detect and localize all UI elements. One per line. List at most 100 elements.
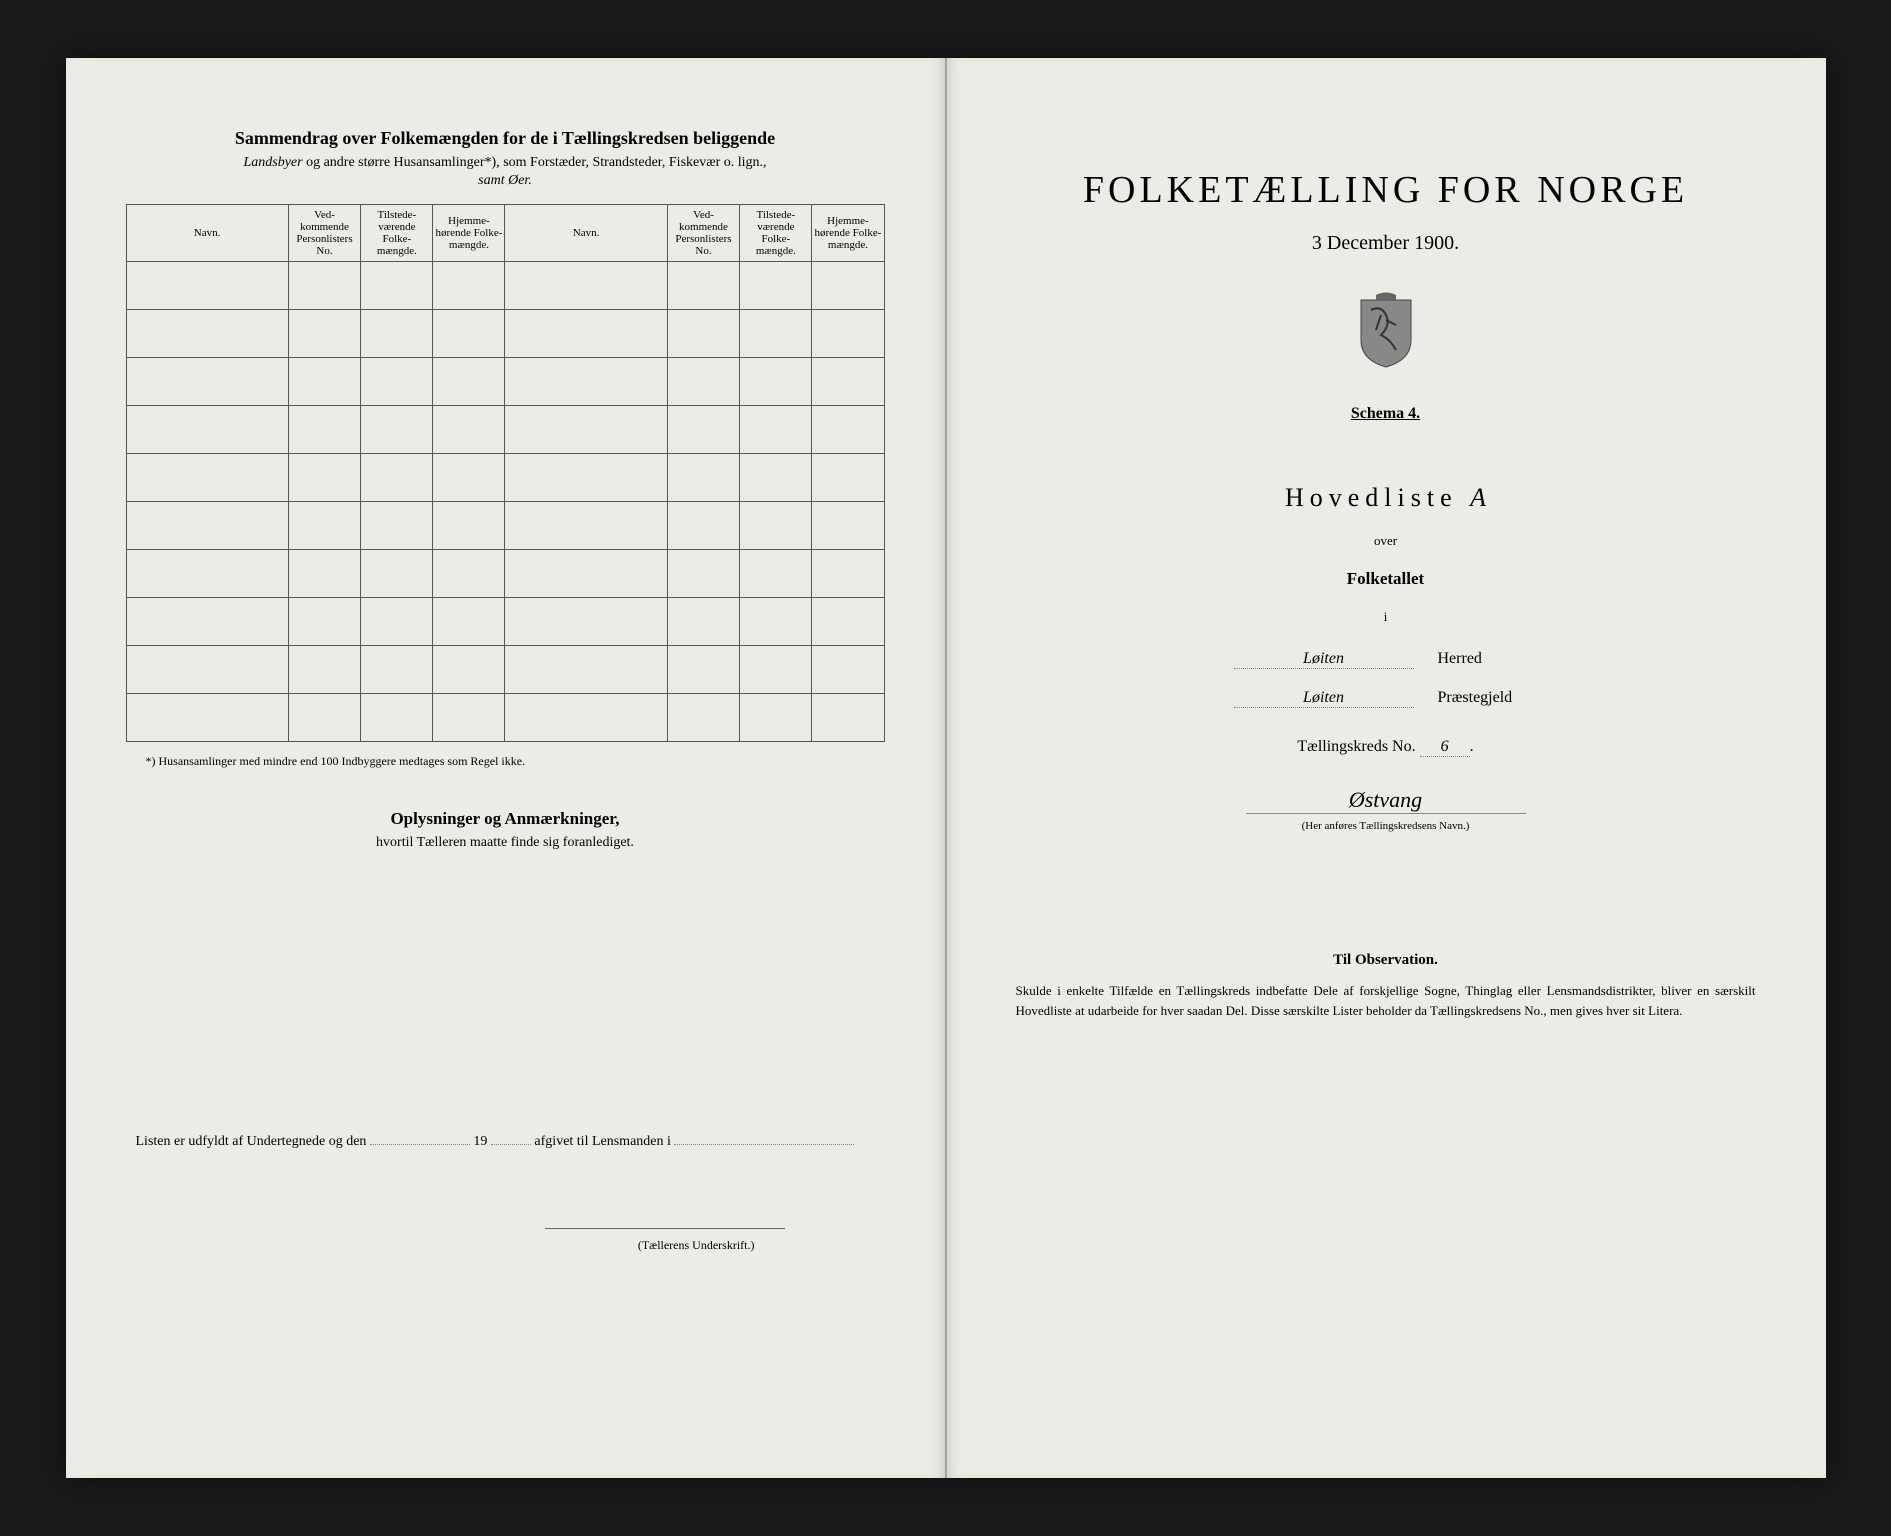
subtitle-italic: Landsbyer — [243, 155, 302, 170]
table-cell — [126, 694, 288, 742]
listen-year: 19 — [473, 1134, 487, 1149]
blank-lensmand — [674, 1131, 854, 1145]
date-line: 3 December 1900. — [1006, 232, 1766, 255]
table-cell — [667, 646, 740, 694]
table-cell — [667, 262, 740, 310]
table-cell — [812, 550, 884, 598]
table-row — [126, 646, 884, 694]
table-cell — [812, 598, 884, 646]
table-row — [126, 550, 884, 598]
table-cell — [126, 262, 288, 310]
table-cell — [505, 502, 667, 550]
table-cell — [433, 454, 505, 502]
table-cell — [505, 310, 667, 358]
hovedliste-letter: A — [1470, 483, 1486, 512]
kreds-row: Tællingskreds No. 6. — [1006, 738, 1766, 757]
table-cell — [740, 646, 812, 694]
table-cell — [433, 406, 505, 454]
kreds-label: Tællingskreds No. — [1297, 738, 1415, 755]
place-name-row: Østvang — [1006, 787, 1766, 814]
table-cell — [126, 406, 288, 454]
col-vedkommende-1: Ved-kommende Personlisters No. — [288, 205, 361, 262]
table-cell — [740, 358, 812, 406]
table-cell — [667, 310, 740, 358]
table-cell — [126, 454, 288, 502]
table-cell — [740, 406, 812, 454]
table-cell — [288, 646, 361, 694]
table-cell — [740, 502, 812, 550]
table-cell — [361, 310, 433, 358]
col-navn-2: Navn. — [505, 205, 667, 262]
observation-heading: Til Observation. — [1006, 952, 1766, 969]
praestegjeld-row: Løiten Præstegjeld — [1006, 689, 1766, 708]
signature-line — [545, 1228, 785, 1229]
table-cell — [361, 262, 433, 310]
kreds-value: 6 — [1420, 738, 1470, 757]
col-hjemme-2: Hjemme-hørende Folke-mængde. — [812, 205, 884, 262]
signature-caption: (Tællerens Underskrift.) — [126, 1238, 885, 1253]
table-cell — [126, 646, 288, 694]
table-cell — [288, 502, 361, 550]
table-cell — [812, 502, 884, 550]
table-cell — [505, 598, 667, 646]
table-cell — [433, 310, 505, 358]
oplysninger-heading: Oplysninger og Anmærkninger, — [126, 809, 885, 829]
table-cell — [288, 454, 361, 502]
hovedliste-text: Hovedliste — [1285, 483, 1458, 512]
herred-label: Herred — [1438, 650, 1538, 668]
table-cell — [361, 550, 433, 598]
table-cell — [667, 598, 740, 646]
table-cell — [505, 646, 667, 694]
table-cell — [433, 502, 505, 550]
table-cell — [288, 598, 361, 646]
schema-label: Schema 4. — [1006, 405, 1766, 423]
table-cell — [667, 550, 740, 598]
left-page: Sammendrag over Folkemængden for de i Tæ… — [66, 58, 946, 1478]
table-cell — [740, 454, 812, 502]
table-cell — [288, 358, 361, 406]
table-cell — [812, 694, 884, 742]
table-cell — [433, 694, 505, 742]
table-cell — [667, 694, 740, 742]
table-cell — [812, 310, 884, 358]
herred-value: Løiten — [1234, 650, 1414, 669]
oplysninger-sub: hvortil Tælleren maatte finde sig foranl… — [126, 835, 885, 851]
table-cell — [361, 502, 433, 550]
table-cell — [288, 310, 361, 358]
table-cell — [361, 454, 433, 502]
table-row — [126, 454, 884, 502]
footnote: *) Husansamlinger med mindre end 100 Ind… — [146, 754, 885, 769]
table-cell — [812, 454, 884, 502]
table-cell — [812, 358, 884, 406]
table-cell — [740, 550, 812, 598]
table-cell — [505, 694, 667, 742]
col-tilstede-2: Tilstede-værende Folke-mængde. — [740, 205, 812, 262]
place-caption: (Her anføres Tællingskredsens Navn.) — [1006, 820, 1766, 832]
table-cell — [505, 262, 667, 310]
table-cell — [361, 694, 433, 742]
table-row — [126, 694, 884, 742]
col-hjemme-1: Hjemme-hørende Folke-mængde. — [433, 205, 505, 262]
i-label: i — [1006, 609, 1766, 625]
table-cell — [288, 694, 361, 742]
table-cell — [667, 502, 740, 550]
book-spine — [945, 58, 947, 1478]
table-cell — [361, 646, 433, 694]
table-header-row: Navn. Ved-kommende Personlisters No. Til… — [126, 205, 884, 262]
table-cell — [740, 598, 812, 646]
col-vedkommende-2: Ved-kommende Personlisters No. — [667, 205, 740, 262]
table-cell — [361, 358, 433, 406]
table-cell — [667, 406, 740, 454]
table-row — [126, 262, 884, 310]
summary-table: Navn. Ved-kommende Personlisters No. Til… — [126, 204, 885, 742]
table-cell — [433, 646, 505, 694]
observation-text: Skulde i enkelte Tilfælde en Tællingskre… — [1006, 981, 1766, 1020]
table-row — [126, 406, 884, 454]
right-page: FOLKETÆLLING FOR NORGE 3 December 1900. … — [946, 58, 1826, 1478]
main-title: FOLKETÆLLING FOR NORGE — [1006, 168, 1766, 212]
folketallet-label: Folketallet — [1006, 569, 1766, 589]
coat-of-arms-icon — [1006, 285, 1766, 375]
table-cell — [361, 406, 433, 454]
table-cell — [667, 358, 740, 406]
table-cell — [812, 262, 884, 310]
